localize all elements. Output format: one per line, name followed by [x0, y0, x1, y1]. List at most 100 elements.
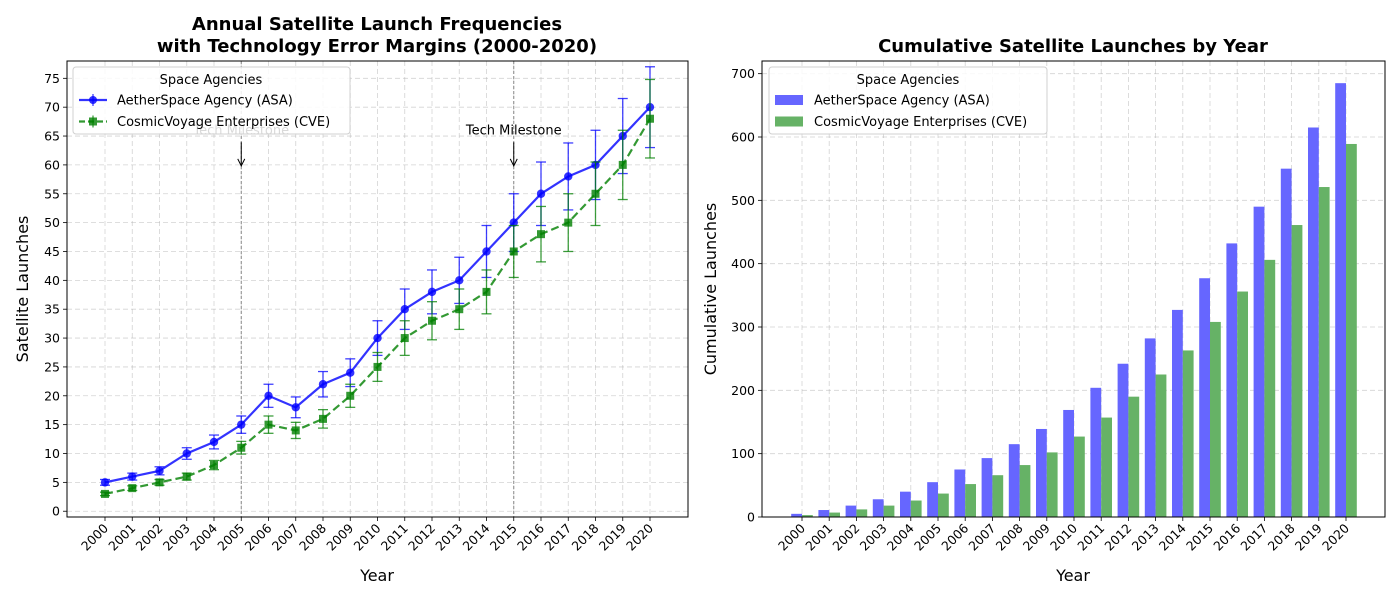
bar: [1226, 243, 1238, 517]
x-tick-label: 2003: [160, 521, 193, 554]
x-tick-label: 2015: [487, 521, 520, 554]
x-tick-label: 2002: [133, 521, 166, 554]
data-point: [509, 247, 518, 256]
x-tick-label: 2006: [242, 520, 275, 553]
y-tick-label: 100: [731, 446, 755, 461]
bar: [856, 509, 868, 517]
data-point: [427, 287, 437, 297]
x-tick-label: 2017: [1237, 521, 1270, 554]
chart-title-line-2: with Technology Error Margins (2000-2020…: [157, 36, 597, 57]
x-tick-label: 2013: [1129, 521, 1162, 554]
x-tick-label: 2007: [965, 521, 998, 554]
series-cve: [100, 78, 655, 498]
legend-label: CosmicVoyage Enterprises (CVE): [814, 115, 1027, 130]
bar: [1008, 444, 1020, 517]
bar: [965, 484, 976, 517]
x-tick-label: 2016: [1210, 520, 1243, 553]
x-tick-label: 2008: [993, 520, 1026, 553]
y-axis-label: Cumulative Launches: [701, 203, 720, 376]
y-tick-label: 500: [731, 193, 755, 208]
legend-marker: [89, 117, 97, 126]
bar: [1280, 168, 1292, 517]
y-axis-label: Satellite Launches: [13, 216, 32, 363]
x-tick-label: 2012: [405, 521, 438, 554]
bar: [992, 475, 1004, 517]
bar: [1172, 309, 1183, 517]
data-point: [182, 449, 191, 458]
x-tick-label: 2015: [1183, 521, 1216, 554]
x-tick-label: 2002: [829, 521, 862, 554]
x-tick-label: 2007: [269, 521, 302, 554]
annotation-arrowhead: [237, 158, 246, 168]
data-point: [346, 391, 355, 400]
bar-series-asa: [791, 83, 1346, 518]
data-point: [319, 414, 327, 423]
y-tick-label: 700: [731, 66, 755, 81]
y-tick-label: 75: [44, 71, 60, 86]
bar-series-cve: [802, 143, 1357, 518]
x-tick-label: 2005: [214, 521, 247, 554]
bar: [1335, 83, 1346, 518]
bar: [1182, 350, 1194, 517]
bar: [1264, 259, 1276, 517]
bar: [1036, 428, 1047, 517]
y-tick-label: 200: [731, 383, 755, 398]
data-point: [346, 368, 355, 377]
chart-title: Cumulative Satellite Launches by Year: [878, 36, 1268, 57]
y-tick-label: 30: [44, 331, 60, 346]
x-axis-label: Year: [1055, 566, 1090, 585]
legend-title: Space Agencies: [160, 73, 263, 88]
x-tick-label: 2017: [541, 521, 574, 554]
bar: [1144, 338, 1156, 517]
legend-label: CosmicVoyage Enterprises (CVE): [117, 115, 330, 130]
data-point: [291, 403, 300, 412]
x-tick-label: 2005: [911, 521, 944, 554]
x-tick-label: 2018: [569, 520, 602, 553]
x-axis-label: Year: [359, 566, 394, 585]
x-tick-label: 2013: [432, 521, 465, 554]
y-tick-label: 45: [44, 244, 60, 259]
x-tick-label: 2011: [378, 521, 411, 554]
bar: [981, 458, 993, 517]
bar: [1318, 187, 1330, 518]
data-point: [264, 391, 273, 400]
x-tick-label: 2019: [1292, 520, 1325, 553]
data-point: [128, 484, 137, 493]
data-point: [482, 247, 491, 256]
bar: [1063, 409, 1074, 517]
data-point: [455, 276, 464, 285]
y-tick-label: 600: [731, 130, 755, 145]
bar: [845, 505, 857, 517]
data-point: [428, 316, 436, 325]
x-tick-label: 2008: [296, 520, 329, 553]
y-tick-label: 0: [747, 510, 755, 525]
y-tick-label: 400: [731, 256, 755, 271]
y-tick-label: 300: [731, 320, 755, 335]
data-point: [209, 437, 219, 447]
data-point: [591, 189, 600, 198]
bar: [1074, 436, 1085, 517]
x-tick-label: 2001: [802, 521, 835, 554]
bar: [1210, 321, 1221, 517]
data-point: [536, 189, 546, 198]
legend-swatch: [775, 116, 803, 127]
bar: [1253, 206, 1265, 517]
y-tick-label: 70: [44, 100, 60, 115]
data-point: [237, 443, 246, 452]
bar: [802, 515, 813, 517]
data-point: [101, 489, 109, 498]
y-tick-label: 65: [44, 129, 60, 144]
data-point: [373, 333, 382, 343]
bar: [1308, 127, 1319, 517]
legend-title: Space Agencies: [857, 73, 960, 88]
x-tick-label: 2016: [514, 520, 547, 553]
data-point: [373, 362, 382, 371]
data-point: [564, 172, 573, 181]
bar: [791, 513, 802, 517]
x-tick-label: 2000: [78, 520, 111, 553]
bar: [954, 469, 966, 517]
data-point: [537, 230, 545, 239]
y-tick-label: 35: [44, 302, 60, 317]
x-tick-label: 2001: [105, 521, 138, 554]
